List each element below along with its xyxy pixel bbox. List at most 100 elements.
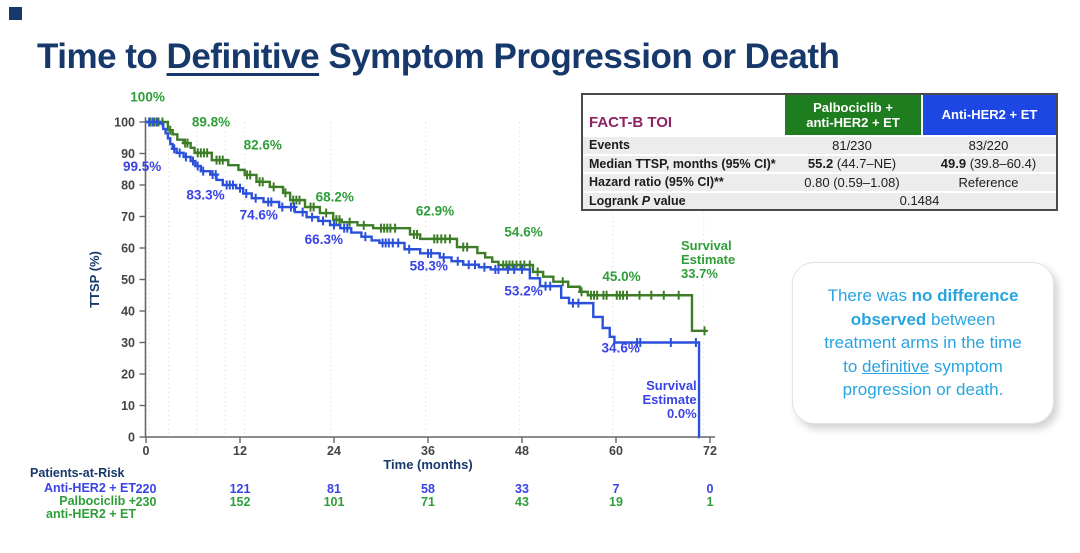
par-value: 0 (706, 482, 714, 496)
curve-annotation: 82.6% (244, 137, 282, 152)
y-tick-label: 70 (121, 210, 135, 224)
title-underlined-word: Definitive (166, 37, 320, 77)
y-tick-label: 30 (121, 336, 135, 350)
page-title: Time to Definitive Symptom Progression o… (37, 37, 840, 77)
text-segment: 55.2 (807, 156, 834, 172)
x-tick-label: 12 (233, 444, 247, 458)
results-table-row-label: Hazard ratio (95% CI)** (583, 175, 783, 189)
curve-annotation: 83.3% (186, 187, 224, 202)
y-tick-label: 10 (121, 399, 135, 413)
text-segment: progression or death. (842, 380, 1004, 400)
par-value: 19 (609, 495, 623, 509)
results-table-cell: 49.9 (39.8–60.4) (921, 156, 1056, 171)
par-value: 101 (323, 495, 345, 509)
results-table-cell: 81/230 (783, 138, 921, 153)
curve-annotation: 34.6% (602, 341, 640, 356)
x-tick-label: 0 (143, 444, 150, 458)
text-segment: Events (589, 138, 630, 153)
curve-annotation: 66.3% (305, 232, 343, 247)
par-value: 121 (229, 482, 251, 496)
results-table-cell: 83/220 (921, 138, 1056, 153)
text-segment: definitive (862, 356, 930, 376)
par-value: 1 (706, 495, 714, 509)
text-segment: 0.1484 (899, 193, 940, 209)
text-segment: Hazard ratio (95% CI)** (589, 175, 724, 190)
title-suffix: Symptom Progression or Death (319, 37, 840, 77)
results-table-row-label: Logrank P value (583, 194, 783, 208)
text-segment: Median TTSP, months (95% CI)* (589, 156, 776, 171)
callout-box: There was no difference observed between t… (792, 262, 1054, 424)
x-axis-title: Time (months) (383, 457, 472, 472)
x-tick-label: 36 (421, 444, 435, 458)
survival-estimate-label: Estimate (642, 392, 696, 407)
text-segment: 83/220 (968, 137, 1009, 153)
text-segment: observed (850, 309, 927, 329)
patients-at-risk-title: Patients-at-Risk (30, 466, 125, 480)
par-value: 7 (612, 482, 620, 496)
results-table-cell: 0.80 (0.59–1.08) (783, 175, 921, 190)
par-value: 230 (135, 495, 157, 509)
par-value: 81 (327, 482, 341, 496)
results-table: FACT-B TOI Palbociclib + anti-HER2 + ET A… (581, 93, 1058, 211)
callout-line: to definitive symptom (793, 355, 1053, 378)
par-value: 152 (229, 495, 251, 509)
par-row-label: Anti-HER2 + ET (43, 481, 136, 495)
results-table-cell: 55.2 (44.7–NE) (783, 156, 921, 171)
results-table-row: Logrank P value 0.1484 (583, 192, 1056, 209)
par-row-label: anti-HER2 + ET (46, 507, 136, 521)
results-table-cell: Reference (921, 175, 1056, 190)
results-table-row: Hazard ratio (95% CI)** 0.80 (0.59–1.08) R… (583, 174, 1056, 191)
curve-annotation: 45.0% (602, 269, 640, 284)
text-segment: (44.7–NE) (833, 156, 897, 172)
x-tick-label: 72 (703, 444, 717, 458)
results-table-corner-label: FACT-B TOI (583, 95, 783, 135)
y-tick-label: 90 (121, 147, 135, 161)
y-tick-label: 40 (121, 305, 135, 319)
callout-line: progression or death. (793, 378, 1053, 401)
text-segment: no difference (911, 286, 1019, 306)
curve-annotation: 53.2% (504, 283, 542, 298)
curve-annotation: 68.2% (316, 189, 354, 204)
x-tick-label: 24 (327, 444, 341, 458)
text-segment: between (926, 309, 996, 329)
text-segment: symptom (929, 356, 1003, 376)
par-value: 71 (421, 495, 435, 509)
text-segment: 81/230 (832, 137, 872, 153)
results-table-row-label: Events (583, 138, 783, 152)
y-tick-label: 60 (121, 242, 135, 256)
text-segment: to (843, 356, 863, 376)
par-value: 58 (421, 482, 435, 496)
curve-annotation: 89.8% (192, 115, 230, 130)
curve-annotation: 74.6% (240, 208, 278, 223)
callout-line: observed between (793, 308, 1053, 331)
callout-text: There was no difference observed between t… (793, 284, 1053, 401)
par-row-label: Palbociclib + (59, 494, 136, 508)
y-tick-label: 80 (121, 179, 135, 193)
x-tick-label: 60 (609, 444, 623, 458)
text-segment: value (650, 193, 686, 208)
curve-annotation: 62.9% (416, 204, 454, 219)
callout-line: There was no difference (793, 284, 1053, 307)
survival-estimate-label: Survival (681, 238, 732, 253)
text-segment: There was (827, 286, 912, 306)
title-prefix: Time to (37, 37, 167, 77)
results-table-row: Events 81/230 83/220 (583, 137, 1056, 154)
par-value: 33 (515, 482, 529, 496)
y-tick-label: 50 (121, 273, 135, 287)
survival-estimate-label: 0.0% (667, 406, 697, 421)
y-axis-title: TTSP (%) (87, 251, 102, 308)
survival-estimate-label: Survival (646, 378, 697, 393)
results-table-row-label: Median TTSP, months (95% CI)* (583, 157, 783, 171)
text-segment: Reference (958, 174, 1019, 190)
text-segment: P (641, 193, 651, 208)
x-tick-label: 48 (515, 444, 529, 458)
par-value: 220 (135, 482, 157, 496)
text-segment: 0.80 (0.59–1.08) (804, 174, 900, 190)
results-table-header: FACT-B TOI Palbociclib + anti-HER2 + ET A… (583, 95, 1056, 135)
results-table-row: Median TTSP, months (95% CI)* 55.2 (44.7–… (583, 155, 1056, 172)
y-tick-label: 0 (128, 431, 135, 445)
y-tick-label: 100 (114, 116, 135, 130)
results-table-col-antiher2: Anti-HER2 + ET (923, 95, 1056, 135)
y-tick-label: 20 (121, 368, 135, 382)
